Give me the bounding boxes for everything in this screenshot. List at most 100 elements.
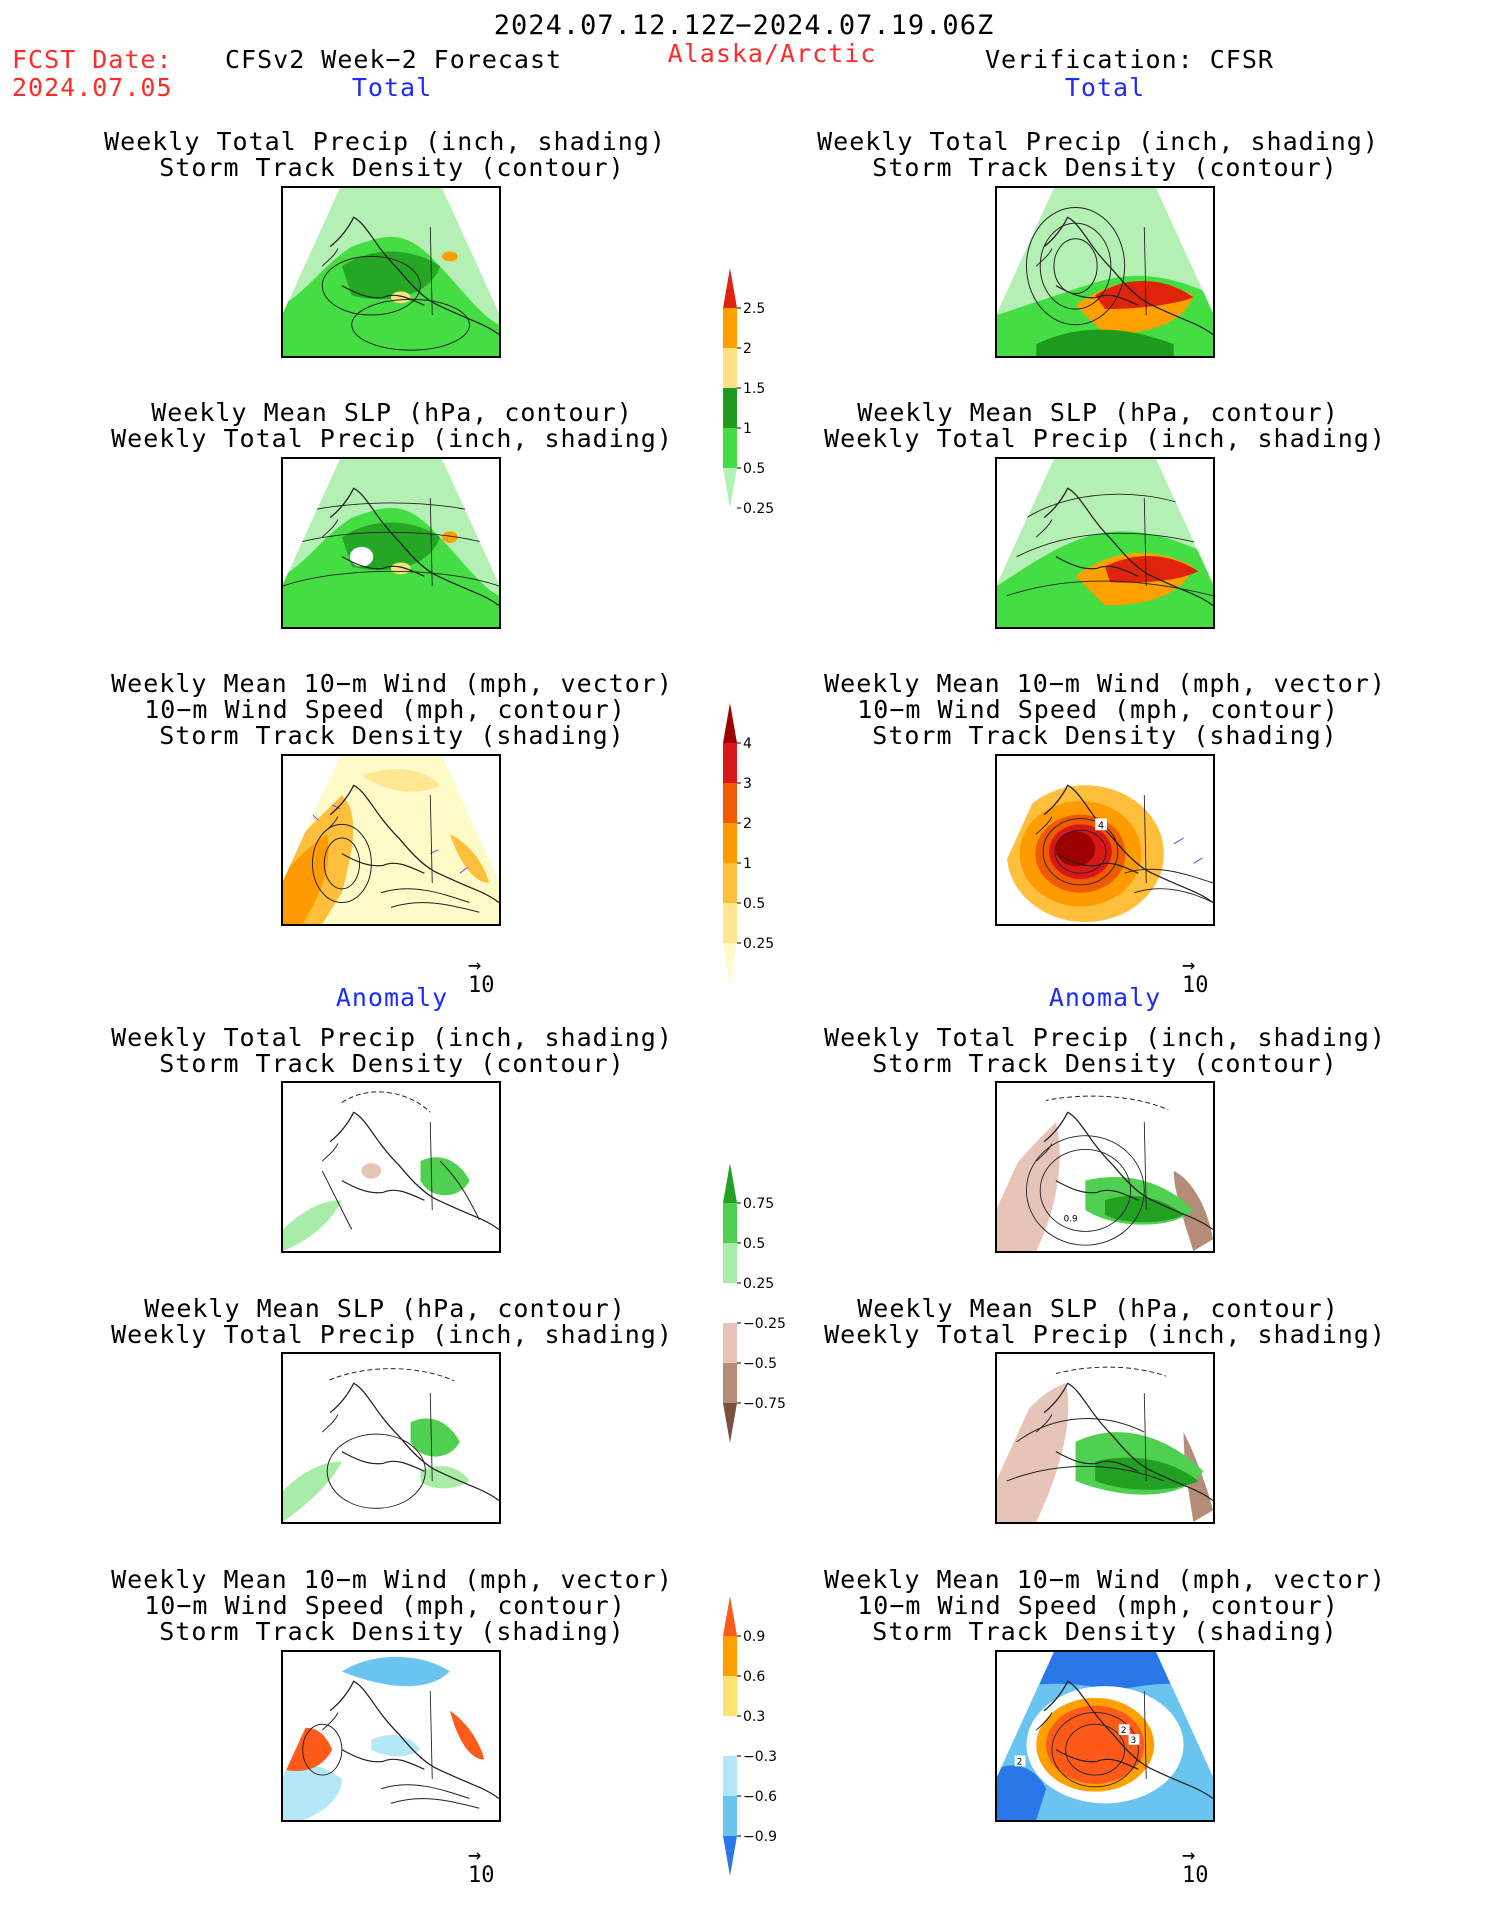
precip-total-label: 0.25 [743,501,774,517]
precip-total-label: 1 [743,421,752,437]
anom-wind-label-a: 2 [1121,1726,1127,1736]
anom-wind-label-c: 3 [1131,1736,1137,1746]
vector-ref-arrow-total-right: → [1182,953,1196,978]
title-total-precip-storm-right-2: Storm Track Density (contour) [872,153,1338,182]
storm-total-swatch [723,863,737,903]
precip-total-label: 2 [743,341,752,357]
map-total-precip-verification [995,186,1215,358]
vector-ref-arrow-anom-left: → [468,1843,482,1868]
map-anom-precip-verification: 0.9 [995,1081,1215,1253]
title-total-slp-left-1: Weekly Mean SLP (hPa, contour) [151,398,633,427]
anom-contour-label: 0.9 [1064,1215,1078,1225]
storm-anom-swatch [723,1676,737,1716]
storm-total-swatch [723,823,737,863]
date-range-title: 2024.07.12.12Z−2024.07.19.06Z [493,10,995,41]
title-anom-slp-right-1: Weekly Mean SLP (hPa, contour) [857,1294,1339,1323]
title-total-wind-right-1: Weekly Mean 10−m Wind (mph, vector) [824,669,1386,698]
precip-anom-bottom-triangle [723,1403,737,1443]
title-total-slp-left-2: Weekly Total Precip (inch, shading) [111,424,673,453]
anom-wind-label-b: 2 [1017,1757,1023,1767]
storm-anom-label: 0.6 [743,1669,765,1685]
map-anom-precip-forecast [281,1081,501,1253]
title-anom-slp-left-1: Weekly Mean SLP (hPa, contour) [144,1294,626,1323]
storm-total-label: 2 [743,816,752,832]
colorbar-storm-anom: 0.9 0.6 0.3 −0.3 −0.6 −0.9 [713,1596,793,1880]
colorbar-precip-total: 2.5 2 1.5 1 0.5 0.25 [713,268,793,552]
map-anom-wind-forecast [281,1650,501,1822]
storm-anom-swatch [723,1716,737,1756]
storm-total-label: 1 [743,856,752,872]
map-anom-slp-verification [995,1352,1215,1524]
title-anom-precip-storm-left-1: Weekly Total Precip (inch, shading) [111,1023,673,1052]
title-anom-wind-left-2: 10−m Wind Speed (mph, contour) [144,1591,626,1620]
precip-anom-label: 0.25 [743,1276,774,1292]
precip-total-swatch [723,308,737,348]
section-anomaly-left: Anomaly [335,983,449,1012]
title-total-precip-storm-left-2: Storm Track Density (contour) [159,153,625,182]
precip-anom-label: −0.75 [743,1396,786,1412]
storm-total-bottom-triangle [723,943,737,983]
precip-total-swatch [723,428,737,468]
storm-total-label: 0.25 [743,936,774,952]
storm-total-label: 3 [743,776,752,792]
model-title: CFSv2 Week−2 Forecast [225,45,563,74]
title-anom-wind-right-1: Weekly Mean 10−m Wind (mph, vector) [824,1565,1386,1594]
title-total-wind-right-2: 10−m Wind Speed (mph, contour) [857,695,1339,724]
precip-total-swatch [723,348,737,388]
storm-total-top-triangle [723,703,737,743]
title-anom-wind-left-1: Weekly Mean 10−m Wind (mph, vector) [111,1565,673,1594]
vector-ref-value-anom-right: 10 [1182,1863,1209,1888]
title-anom-precip-storm-right-1: Weekly Total Precip (inch, shading) [824,1023,1386,1052]
fcst-date-label: FCST Date: [12,45,173,74]
map-total-slp-forecast [281,457,501,629]
section-total-right: Total [1064,73,1146,102]
vector-ref-arrow-total-left: → [468,953,482,978]
title-total-wind-left-2: 10−m Wind Speed (mph, contour) [144,695,626,724]
title-total-precip-storm-right-1: Weekly Total Precip (inch, shading) [817,127,1379,156]
precip-anom-swatch [723,1363,737,1403]
storm-anom-swatch [723,1756,737,1796]
storm-total-label: 0.5 [743,896,765,912]
precip-anom-label: −0.25 [743,1316,786,1332]
map-anom-slp-forecast [281,1352,501,1524]
storm-anom-bottom-triangle [723,1836,737,1876]
storm-total-label: 4 [743,736,752,752]
title-anom-slp-left-2: Weekly Total Precip (inch, shading) [111,1320,673,1349]
storm-anom-label: −0.9 [743,1829,777,1845]
title-total-wind-left-3: Storm Track Density (shading) [159,721,625,750]
fcst-date-value: 2024.07.05 [12,73,173,102]
storm-anom-swatch [723,1636,737,1676]
title-total-wind-right-3: Storm Track Density (shading) [872,721,1338,750]
precip-anom-swatch [723,1203,737,1243]
precip-anom-swatch [723,1243,737,1283]
map-total-precip-forecast [281,186,501,358]
vector-ref-value-anom-left: 10 [468,1863,495,1888]
precip-total-label: 2.5 [743,301,765,317]
map-total-wind-verification: 4 [995,754,1215,926]
precip-total-label: 0.5 [743,461,765,477]
title-total-slp-right-2: Weekly Total Precip (inch, shading) [824,424,1386,453]
section-total-left: Total [351,73,433,102]
storm-total-swatch [723,903,737,943]
verification-title: Verification: CFSR [985,45,1274,74]
precip-anom-label: 0.5 [743,1236,765,1252]
precip-anom-top-triangle [723,1163,737,1203]
vector-ref-value-total-right: 10 [1182,973,1209,998]
precip-anom-label: 0.75 [743,1196,774,1212]
precip-anom-swatch [723,1283,737,1323]
storm-anom-label: −0.3 [743,1749,777,1765]
map-total-slp-verification [995,457,1215,629]
vector-ref-arrow-anom-right: → [1182,1843,1196,1868]
storm-anom-label: 0.9 [743,1629,765,1645]
storm-total-swatch [723,743,737,783]
title-anom-precip-storm-right-2: Storm Track Density (contour) [872,1049,1338,1078]
precip-total-label: 1.5 [743,381,765,397]
storm-anom-label: −0.6 [743,1789,777,1805]
title-anom-wind-left-3: Storm Track Density (shading) [159,1617,625,1646]
storm-max-label: 4 [1098,820,1104,831]
section-anomaly-right: Anomaly [1048,983,1162,1012]
colorbar-precip-anom: 0.75 0.5 0.25 −0.25 −0.5 −0.75 [713,1163,793,1447]
storm-anom-top-triangle [723,1596,737,1636]
precip-total-swatch [723,388,737,428]
colorbar-storm-total: 4 3 2 1 0.5 0.25 [713,703,793,987]
